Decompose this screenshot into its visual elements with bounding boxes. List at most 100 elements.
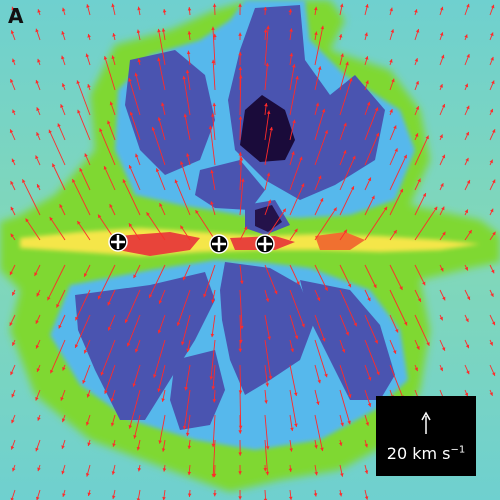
velocity-vector-head — [162, 9, 167, 13]
velocity-vector — [339, 264, 352, 288]
velocity-vector-head — [111, 3, 115, 8]
velocity-vector-head — [345, 331, 349, 336]
velocity-vector — [157, 28, 166, 66]
velocity-vector — [289, 183, 305, 216]
velocity-vector — [389, 154, 408, 191]
velocity-vector-head — [433, 206, 438, 211]
velocity-vector-head — [25, 218, 29, 223]
velocity-vector — [264, 489, 267, 500]
velocity-vector-head — [263, 7, 268, 11]
velocity-vector-head — [212, 399, 217, 403]
velocity-vector — [107, 120, 116, 141]
velocity-vector-head — [157, 329, 162, 334]
velocity-vector-head — [315, 102, 320, 107]
velocity-vector — [314, 108, 325, 141]
velocity-vector-head — [158, 300, 163, 304]
velocity-vector-head — [324, 130, 328, 134]
velocity-vector — [389, 188, 404, 216]
velocity-vector-head — [288, 468, 293, 472]
velocity-vector-head — [390, 29, 395, 33]
velocity-vector-head — [128, 425, 133, 429]
velocity-vector-head — [61, 55, 65, 60]
velocity-vector-head — [37, 9, 41, 13]
velocity-vector-head — [290, 348, 294, 352]
velocity-vector-head — [99, 128, 103, 132]
velocity-vector-head — [490, 56, 494, 61]
velocity-vector-head — [238, 32, 242, 36]
velocity-vector-head — [85, 421, 90, 426]
velocity-vector-head — [111, 55, 115, 59]
velocity-vector — [155, 168, 166, 191]
velocity-vector-head — [212, 473, 217, 477]
velocity-vector — [364, 132, 380, 166]
velocity-vector-head — [238, 3, 242, 7]
velocity-vector-head — [466, 296, 471, 300]
star-marker-left — [108, 232, 128, 252]
velocity-vector-head — [240, 325, 244, 330]
velocity-vector-head — [240, 280, 244, 284]
velocity-vector-head — [182, 75, 186, 80]
velocity-vector-head — [47, 296, 51, 301]
velocity-vector-head — [491, 321, 496, 326]
velocity-vector-head — [439, 316, 443, 321]
velocity-vector — [103, 165, 116, 191]
velocity-vector — [289, 389, 297, 428]
velocity-vector-head — [10, 371, 14, 376]
velocity-vector — [314, 414, 324, 452]
velocity-vector-head — [60, 104, 64, 108]
velocity-vector-head — [404, 321, 408, 326]
velocity-vector — [211, 314, 216, 338]
velocity-vector-head — [56, 304, 60, 308]
velocity-vector — [314, 339, 328, 378]
velocity-vector — [239, 178, 244, 216]
velocity-vector — [146, 212, 166, 241]
star-marker-right — [255, 234, 275, 254]
velocity-vector-head — [347, 283, 352, 288]
velocity-vector-head — [155, 168, 160, 172]
velocity-vector-head — [107, 301, 111, 306]
velocity-vector-head — [464, 392, 469, 397]
velocity-vector-head — [161, 28, 166, 32]
velocity-vector-head — [107, 327, 112, 331]
velocity-vector-head — [292, 64, 296, 68]
velocity-vector-head — [35, 155, 39, 160]
velocity-vector — [184, 113, 191, 141]
velocity-vector — [79, 167, 91, 191]
velocity-vector-head — [211, 59, 216, 64]
velocity-vector-head — [393, 350, 397, 354]
velocity-vector-head — [87, 492, 91, 496]
velocity-vector — [128, 77, 141, 116]
scale-bar-value: 20 km s — [386, 444, 451, 463]
velocity-vector-head — [34, 272, 38, 276]
velocity-vector — [414, 206, 438, 241]
velocity-vector-head — [12, 109, 16, 114]
velocity-vector-head — [176, 322, 181, 326]
velocity-vector-head — [289, 28, 293, 32]
velocity-vector-head — [491, 4, 495, 9]
velocity-vector-head — [320, 198, 324, 202]
velocity-vector-head — [75, 316, 79, 321]
velocity-vector-head — [352, 155, 356, 160]
velocity-vector — [132, 364, 141, 387]
velocity-vector-head — [238, 452, 242, 456]
velocity-vector-head — [35, 80, 39, 84]
velocity-vector-head — [238, 75, 243, 79]
velocity-vector-head — [134, 72, 139, 77]
velocity-vector — [74, 314, 91, 349]
velocity-vector — [414, 135, 429, 166]
velocity-vector — [314, 25, 324, 66]
velocity-vector-head — [415, 81, 419, 85]
velocity-vector — [212, 414, 216, 448]
velocity-vector-head — [267, 336, 271, 340]
velocity-vector-head — [112, 495, 116, 499]
velocity-vector — [177, 289, 191, 326]
velocity-vector — [210, 339, 216, 380]
velocity-vector-head — [35, 345, 40, 349]
velocity-vector-head — [391, 78, 395, 83]
velocity-vector — [264, 339, 272, 380]
velocity-vector-head — [238, 496, 242, 500]
velocity-vector-head — [162, 496, 166, 500]
velocity-vector-head — [76, 80, 80, 84]
velocity-vector — [239, 157, 242, 191]
velocity-vector-head — [211, 26, 215, 30]
